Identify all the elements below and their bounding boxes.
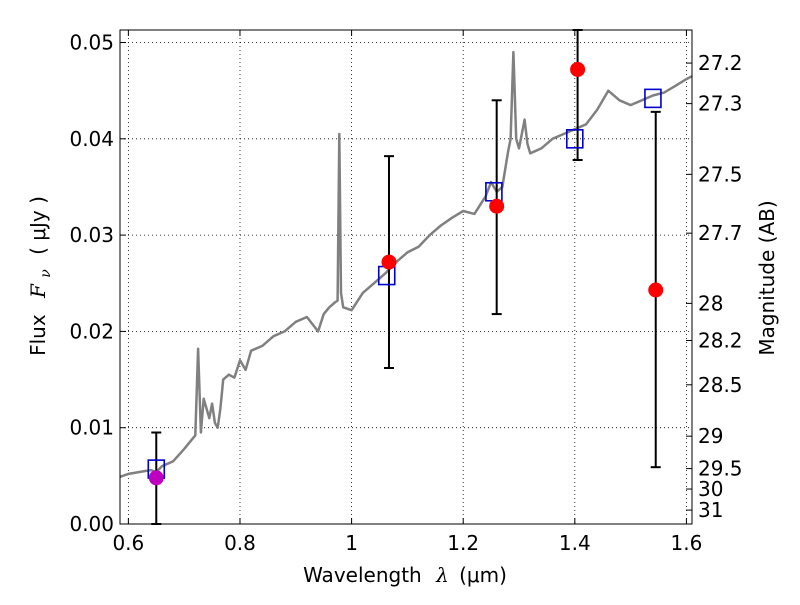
y-axis-title-text: Flux bbox=[26, 314, 50, 356]
observed-points-layer bbox=[148, 61, 664, 486]
x-axis-title-symbol: λ bbox=[435, 563, 449, 587]
synthetic-point bbox=[644, 88, 662, 109]
x-tick-label: 0.8 bbox=[224, 531, 256, 555]
y2-axis-title: Magnitude (AB) bbox=[755, 200, 779, 355]
tick-marks bbox=[120, 30, 692, 525]
x-axis-title: Wavelength λ (μm) bbox=[303, 563, 507, 587]
y2-tick-label: 28 bbox=[698, 291, 723, 315]
y-tick-label: 0.00 bbox=[69, 512, 114, 536]
y-tick-label: 0.04 bbox=[69, 127, 114, 151]
observed-point bbox=[381, 254, 397, 270]
tick-labels: 0.6 0.8 1 1.2 1.4 1.6 0.00 0.01 0.02 0.03 0.04 0.05… bbox=[69, 31, 742, 555]
observed-point bbox=[148, 470, 164, 486]
x-tick-label: 1.6 bbox=[671, 531, 703, 555]
y2-tick-label: 29.5 bbox=[698, 457, 743, 481]
y-axis-title-symbol: F bbox=[26, 283, 50, 299]
y-axis-title-units: ( μJy ) bbox=[26, 196, 50, 255]
model-spectrum-layer bbox=[119, 50, 693, 478]
y2-tick-label: 28.2 bbox=[698, 329, 743, 353]
x-tick-label: 1.4 bbox=[559, 531, 591, 555]
x-axis-title-text: Wavelength bbox=[303, 563, 422, 587]
y-tick-label: 0.03 bbox=[69, 223, 114, 247]
y2-tick-label: 29 bbox=[698, 424, 723, 448]
x-tick-label: 1.2 bbox=[447, 531, 479, 555]
x-tick-label: 1 bbox=[345, 531, 358, 555]
observed-point bbox=[648, 282, 664, 298]
observed-point bbox=[489, 198, 505, 214]
synthetic-point bbox=[566, 129, 584, 149]
x-axis-title-units: (μm) bbox=[459, 563, 507, 587]
x-tick-label: 0.6 bbox=[112, 531, 144, 555]
y2-tick-label: 30 bbox=[698, 477, 723, 501]
observed-point bbox=[570, 61, 586, 77]
y-tick-label: 0.05 bbox=[69, 31, 114, 55]
y2-tick-label: 27.7 bbox=[698, 221, 743, 245]
y2-tick-label: 31 bbox=[698, 498, 723, 522]
y-axis-title: Flux F ν ( μJy ) bbox=[26, 196, 55, 356]
y2-tick-label: 28.5 bbox=[698, 373, 743, 397]
y-tick-label: 0.02 bbox=[69, 319, 114, 343]
model-spectrum-line bbox=[119, 50, 693, 478]
y2-tick-label: 27.2 bbox=[698, 51, 743, 75]
y-tick-label: 0.01 bbox=[69, 416, 114, 440]
plot-frame bbox=[119, 29, 693, 525]
y2-tick-label: 27.3 bbox=[698, 92, 743, 116]
y-axis-title-subscript: ν bbox=[38, 269, 54, 278]
y2-tick-label: 27.5 bbox=[698, 162, 743, 186]
